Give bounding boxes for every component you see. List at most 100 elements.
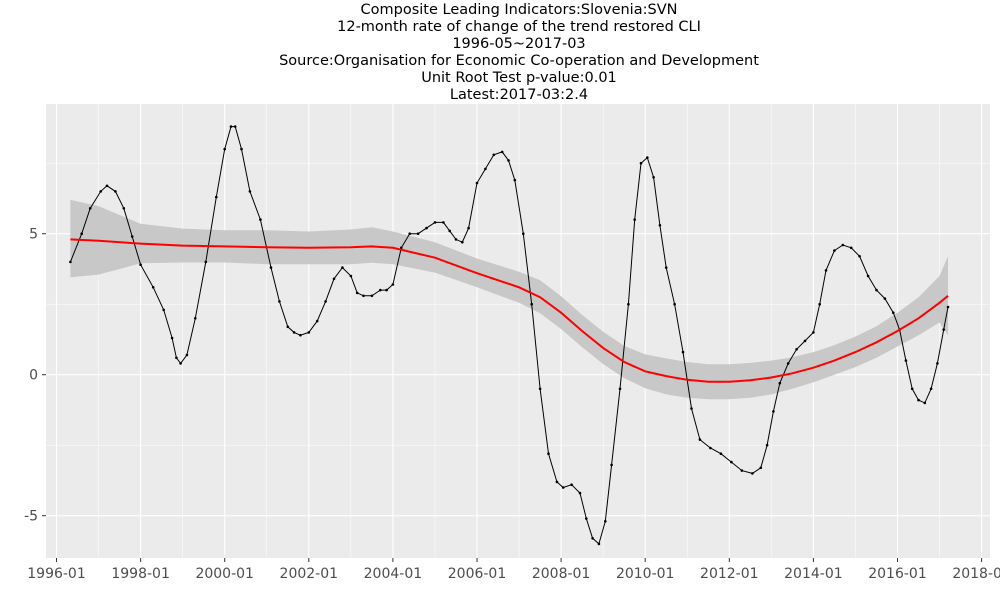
data-point [408,232,412,235]
data-point [492,153,496,157]
data-point [507,159,510,162]
unit-root-test: Unit Root Test p-value:0.01 [421,70,617,86]
data-point [114,190,117,193]
data-point [88,207,92,210]
data-point [442,221,445,224]
data-point [591,537,594,540]
data-point [248,190,252,193]
data-point [892,311,895,315]
data-point [673,302,676,306]
data-point [709,446,712,450]
data-point [618,387,622,391]
data-point [80,232,83,235]
x-tick-label: 2000-01 [195,566,254,582]
x-tick-label: 2018-01 [952,566,1000,582]
data-point [286,325,290,329]
data-point [772,410,775,413]
data-point [362,294,365,298]
data-point [681,350,685,354]
data-point [223,147,226,151]
data-point [513,178,517,182]
data-point [759,466,763,470]
data-point [500,150,504,154]
data-point [765,443,769,447]
data-point [139,263,142,267]
data-point [522,232,525,235]
data-point [425,226,428,230]
data-point [942,328,945,331]
data-point [122,207,126,210]
chart-title-block: Composite Leading Indicators:Slovenia:SV… [0,2,1000,104]
data-point [610,463,613,467]
y-tick-label: 5 [29,227,38,243]
data-point [151,286,155,289]
data-point [849,246,853,250]
data-point [547,452,550,456]
data-point [324,300,327,303]
date-range: 1996-05~2017-03 [452,36,586,52]
minor-gridlines [46,104,990,558]
data-point [795,348,798,351]
data-point [269,266,273,269]
x-tick-label: 2010-01 [616,566,675,582]
data-point [730,460,733,464]
data-point [194,317,197,320]
data-point [370,294,374,298]
data-point [858,254,861,258]
data-point [233,125,237,128]
data-point [99,190,102,193]
data-point [170,336,174,340]
data-point [484,167,487,171]
data-point [658,224,662,227]
x-tick-label: 2002-01 [280,566,339,582]
data-point [936,362,939,365]
x-tick-label: 2008-01 [532,566,591,582]
data-point [818,302,821,306]
data-point [391,283,395,286]
data-point [751,472,754,475]
x-tick-label: 2004-01 [364,566,423,582]
data-point [185,353,189,357]
x-tick-label: 1996-01 [27,566,86,582]
data-point [946,305,950,309]
data-point [883,297,887,300]
data-point [400,246,403,250]
x-axis: 1996-01 1998-01 2000-01 2002-01 2004-01 2006-… [27,558,1000,582]
data-point [841,243,845,247]
data-point [561,486,565,489]
data-point [416,232,420,235]
data-point [385,288,388,292]
data-point [259,218,262,221]
observed-series-points [69,125,950,546]
data-point [349,274,353,278]
data-point [179,362,182,365]
data-point [639,161,643,165]
data-point [355,291,359,295]
data-point [299,333,302,337]
data-point [664,266,668,269]
data-point [555,480,559,484]
observed-series-line [69,126,949,545]
data-point [833,249,836,252]
data-point [448,229,452,233]
data-point [597,542,601,546]
data-point [215,195,218,199]
y-tick-label: 0 [29,368,38,384]
data-point [69,260,72,264]
plot-panel [46,104,990,558]
data-point [570,483,573,487]
data-point [866,274,870,278]
x-tick-label: 2014-01 [784,566,843,582]
data-point [585,517,588,520]
data-point [240,147,243,151]
source-note: Source:Organisation for Economic Co-oper… [279,53,759,69]
data-point [923,401,927,405]
confidence-band [70,199,948,400]
data-point [130,235,134,238]
data-point [578,491,582,495]
data-point [778,381,782,385]
data-point [278,300,281,303]
major-gridlines [46,104,990,558]
data-point [719,452,723,456]
